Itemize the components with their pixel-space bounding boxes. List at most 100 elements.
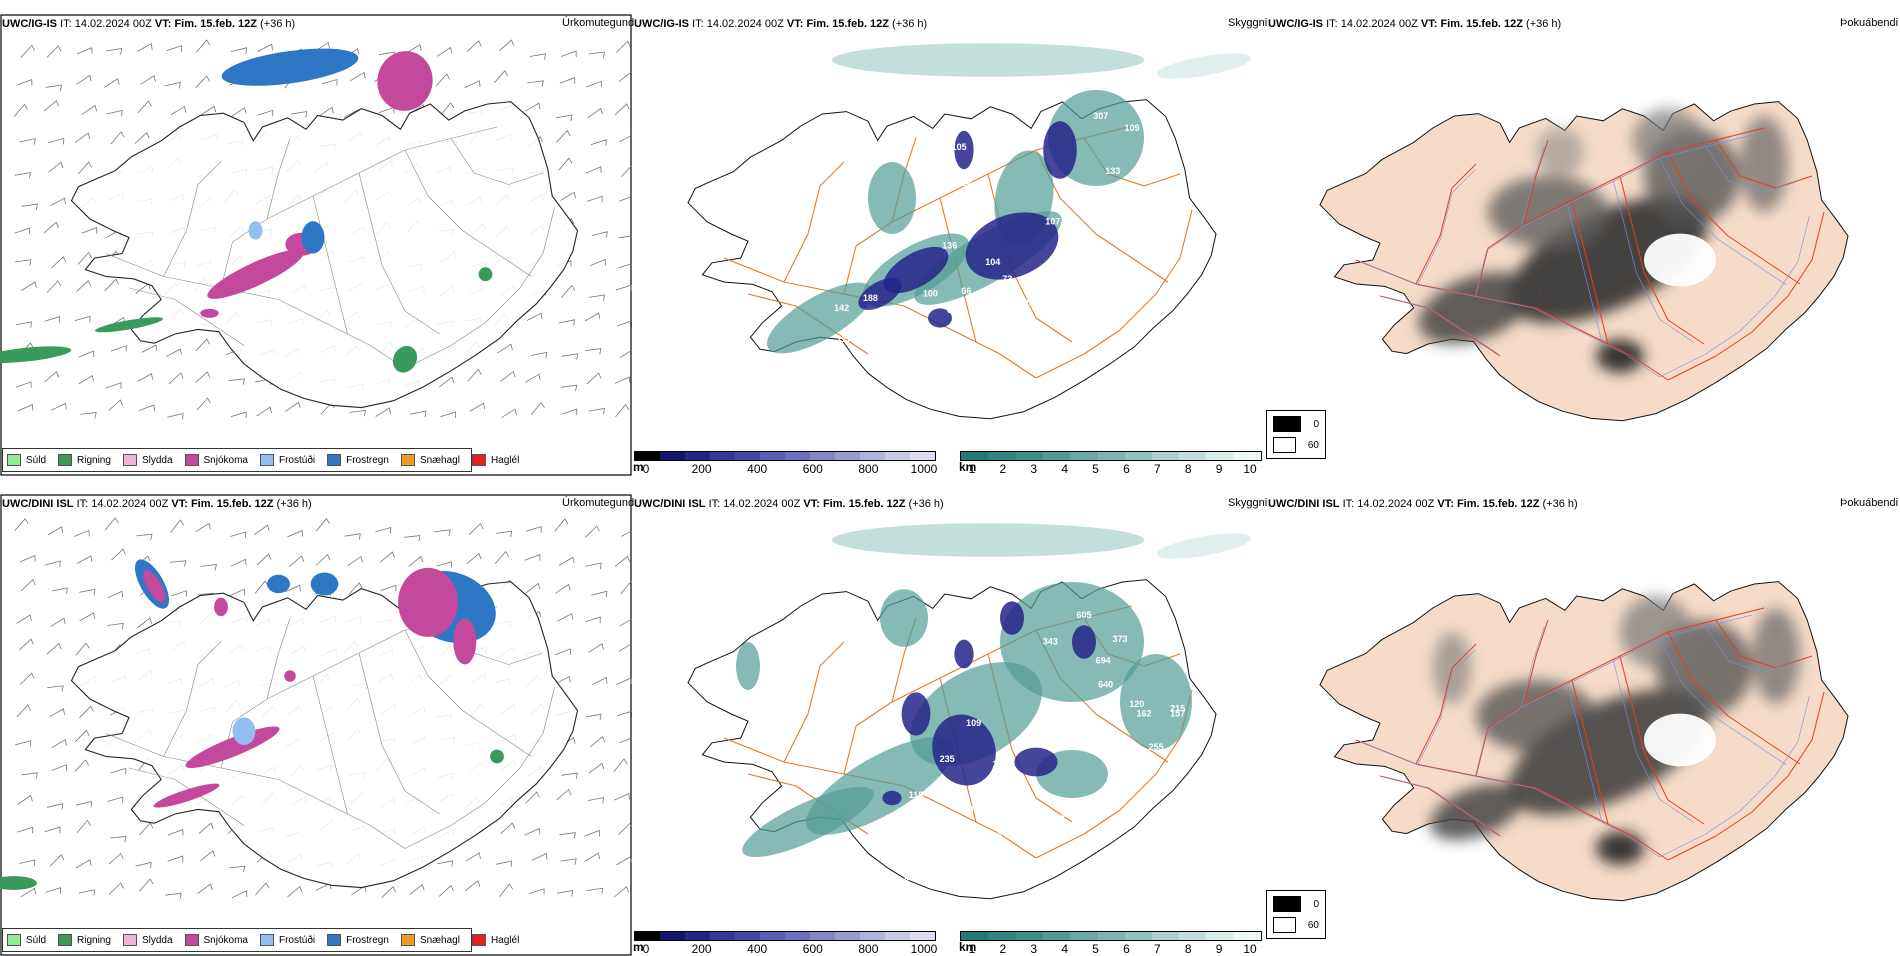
road-line [312,675,348,815]
precip-area [153,783,220,808]
wind-barb [47,526,64,536]
wind-barb [170,106,187,116]
colorbar-swatch [810,452,835,460]
cloudbase-value: 138 [827,360,842,370]
wind-barb [614,793,630,801]
wind-barb [255,882,270,896]
wind-barb [21,578,36,592]
wind-barb [585,166,602,174]
wind-barb [169,560,187,567]
wind-barb [76,819,91,833]
road-line [1571,199,1609,345]
legend-item: Snæhagl [400,454,460,466]
wind-barb [618,263,632,269]
legend-label: Súld [26,454,47,466]
fog-legend-label: 60 [1307,919,1319,931]
clear-area [1644,713,1716,767]
wind-barb [315,553,331,566]
wind-barb [45,84,63,92]
init-label: IT: [60,18,72,30]
wind-barb [167,829,184,836]
wind-barb [229,588,246,597]
colorbar-tick: 800 [858,462,879,476]
legend-label: Rigning [77,454,111,466]
wind-barb [50,402,67,411]
colorbar-tick: 5 [1092,462,1099,476]
legend-item: Slydda [122,454,173,466]
wind-barb [500,822,516,835]
river-line [1567,684,1603,823]
road-line [783,161,845,283]
wind-barb [19,672,35,685]
wind-barb [76,280,92,292]
fog-area [1430,784,1522,840]
cloudbase-value: 235 [940,754,955,764]
wind-barb [616,856,632,866]
colorbar-swatch [685,932,710,940]
wind-barb [80,412,97,419]
colorbar-tick: 1 [968,942,976,956]
colorbar-ticks: 0 200 400 600 800 1000 [634,941,938,956]
cloudbase-colorbar: 0 200 400 600 800 1000 m [633,931,938,956]
model-name: UWC/DINI ISL [1268,498,1340,510]
wind-barb [77,161,93,175]
legend-item: Frostregn [327,454,389,466]
wind-barb [77,251,93,265]
wind-barb [321,78,338,86]
legend-label: Snjókoma [203,934,248,946]
colorbar-swatch [660,452,685,460]
cloudbase-colorbar: 0 200 400 600 800 1000 m [633,451,937,476]
init-time: 14.02.2024 00Z [706,18,784,30]
wind-barb [588,643,604,653]
wind-barb [20,887,37,898]
wind-barb [196,397,211,411]
wind-barb [21,772,38,779]
wind-barb [591,590,608,598]
lead-time: (+36 h) [1526,18,1562,30]
fog-legend-swatch [1273,917,1296,933]
wind-barb [200,850,216,862]
wind-barb [195,522,211,533]
road-line [1379,295,1501,357]
cloudbase-area [901,692,931,736]
cloudbase-value: 100 [923,288,938,298]
valid-label: VT: [803,498,820,510]
road-line [266,138,291,220]
wind-barb [464,80,481,88]
wind-barb [318,106,334,117]
road-line [1415,643,1477,765]
legend-item: Rigning [58,934,111,946]
wind-barb [499,39,515,51]
precip-type-title: Úrkomutegund [562,497,635,509]
cloudbase-area [858,278,902,310]
wind-barb [50,197,66,206]
wind-barb [561,772,578,779]
cloudbase-value: 59 [1014,816,1024,826]
colorbar-tick: 7 [1153,942,1161,956]
colorbar-swatch [988,452,1016,460]
legend-label: Snjókoma [203,454,248,466]
wind-barb [50,617,66,628]
colorbar-swatch [1015,932,1043,940]
colorbar-bar [634,931,936,941]
model-name: UWC/IG-IS [2,18,57,30]
clear-area [1644,233,1716,287]
river-line [1705,626,1798,673]
wind-barb [408,555,424,567]
legend-label: Súld [26,934,47,946]
init-label: IT: [708,498,721,510]
cloudbase-value: 118 [909,790,924,800]
wind-barb [231,106,247,118]
legend-swatch [184,934,199,946]
road-line [1667,631,1801,765]
wind-barb [561,284,576,298]
precip-area [267,574,290,594]
cloudbase-value: 101 [904,824,919,834]
wind-barb [344,533,361,540]
cloudbase-value: 640 [1098,680,1113,690]
wind-barb [524,554,541,561]
wind-barb [616,710,632,718]
wind-barb [347,555,363,567]
visibility-area [1156,53,1252,79]
wind-barb [591,676,608,686]
